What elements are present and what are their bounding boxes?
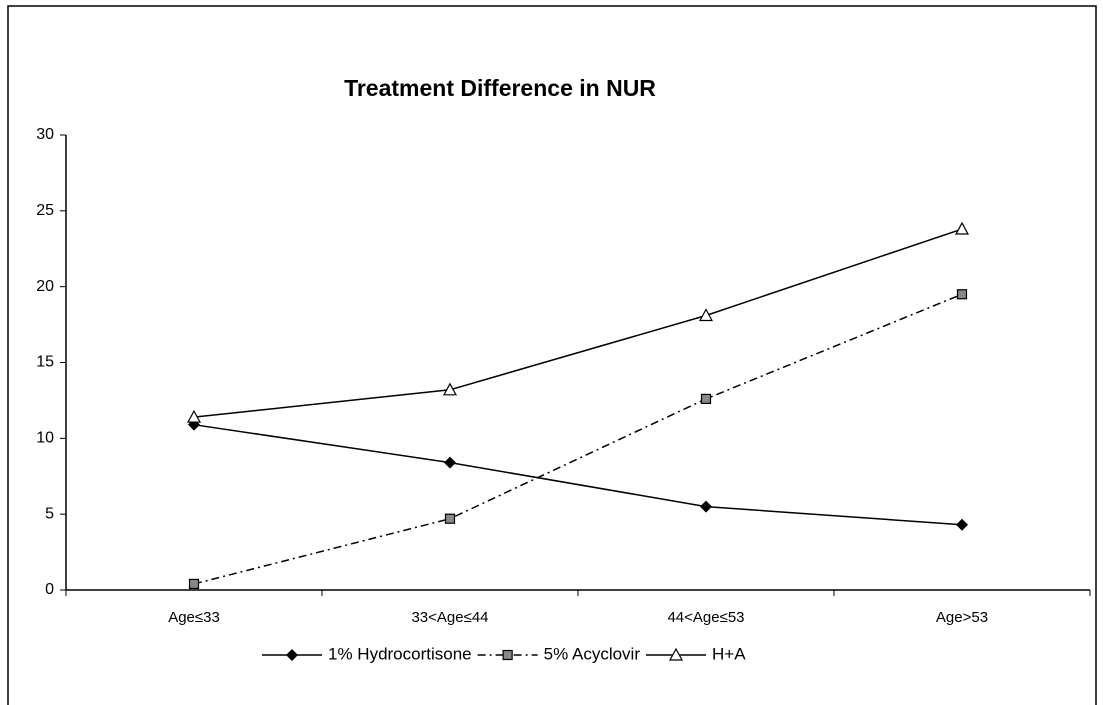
x-tick-label: 33<Age≤44 [411, 609, 488, 626]
legend-item: H+A [646, 644, 746, 663]
data-point [956, 518, 968, 531]
data-point [444, 456, 456, 469]
data-point [700, 500, 712, 513]
y-tick-label: 30 [36, 126, 54, 143]
y-tick-label: 0 [45, 581, 54, 598]
series-line [193, 423, 963, 526]
legend-item: 5% Acyclovir [477, 644, 641, 663]
legend-label: 1% Hydrocortisone [328, 644, 472, 663]
data-point [186, 409, 202, 423]
data-point [700, 393, 712, 404]
series-line [193, 228, 963, 418]
legend-marker [286, 649, 298, 661]
legend-marker [502, 649, 513, 661]
data-point [956, 289, 968, 300]
series-line [193, 293, 963, 585]
x-tick-label: Age≤33 [168, 609, 220, 626]
data-point [698, 308, 714, 322]
legend-label: H+A [712, 644, 746, 663]
data-point [442, 382, 458, 396]
y-tick-label: 20 [36, 278, 54, 295]
y-tick-label: 10 [36, 430, 54, 447]
legend-marker [668, 647, 684, 661]
x-tick-label: Age>53 [936, 609, 988, 626]
y-tick-label: 25 [36, 202, 54, 219]
data-point [188, 578, 200, 590]
legend-label: 5% Acyclovir [544, 644, 641, 663]
chart-title: Treatment Difference in NUR [344, 75, 656, 101]
y-tick-label: 15 [36, 354, 54, 371]
legend-item: 1% Hydrocortisone [262, 644, 472, 663]
data-point [954, 221, 970, 235]
data-point [444, 513, 456, 524]
chart-frame [7, 5, 1097, 705]
x-tick-label: 44<Age≤53 [667, 609, 744, 626]
y-tick-label: 5 [45, 505, 54, 522]
